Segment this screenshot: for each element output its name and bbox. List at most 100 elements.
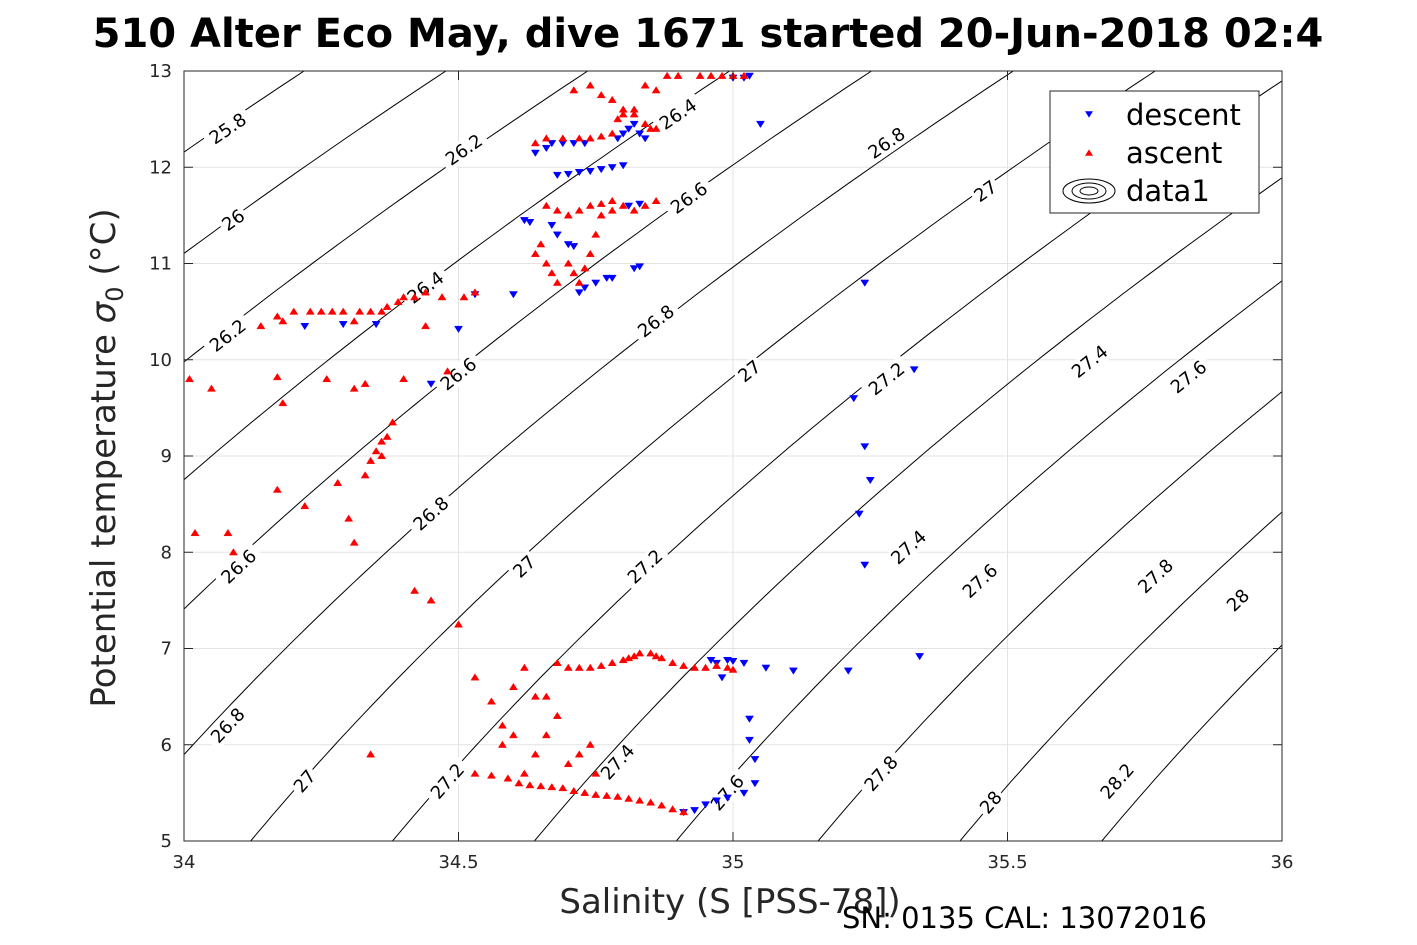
descent-point <box>591 279 601 287</box>
ascent-point <box>640 81 650 89</box>
density-contour-27.6 <box>675 280 1282 841</box>
ascent-point <box>360 471 370 479</box>
ascent-point <box>668 805 678 813</box>
descent-point <box>860 279 870 287</box>
ascent-point <box>541 731 551 739</box>
ascent-point <box>530 249 540 257</box>
y-tick-label: 6 <box>161 735 172 756</box>
ascent-point <box>536 240 546 248</box>
contour-label-bg <box>860 355 913 403</box>
density-contour-26 <box>184 71 447 255</box>
ascent-point <box>640 201 650 209</box>
ascent-point <box>613 792 623 800</box>
descent-point <box>728 657 738 666</box>
descent-point <box>607 164 617 172</box>
contour-label-bg <box>1162 353 1215 401</box>
contour-label-bg <box>883 523 934 572</box>
ascent-point <box>454 620 463 628</box>
ascent-point <box>360 379 370 387</box>
descent-point <box>508 291 518 299</box>
ascent-point <box>503 774 513 782</box>
ascent-point <box>355 307 365 315</box>
legend-descent-label: descent <box>1126 98 1241 132</box>
ascent-point <box>558 783 568 792</box>
y-axis-label-text: Potential temperature <box>84 323 124 707</box>
ascent-point <box>399 374 409 383</box>
ascent-point <box>569 269 579 277</box>
ascent-point <box>679 661 689 669</box>
descent-point <box>788 667 798 675</box>
x-axis-ticks: 34 34.5 35 35.5 36 <box>173 71 1293 873</box>
y-axis-label-subscript: 0 <box>101 286 129 301</box>
x-tick-label: 34 <box>173 852 196 873</box>
ascent-point <box>624 794 634 802</box>
y-tick-label: 12 <box>149 157 172 178</box>
ascent-point <box>640 119 650 127</box>
legend-contour-marker <box>1062 178 1116 204</box>
ascent-point <box>552 206 562 214</box>
descent-point <box>750 780 760 788</box>
y-axis-label-symbol: σ <box>84 300 124 323</box>
ascent-point <box>574 134 584 142</box>
ascent-point <box>563 663 573 671</box>
contour-label-bg <box>651 92 705 137</box>
y-axis-label: Potential temperature σ0 (°C) <box>84 208 129 707</box>
contour-label-bg <box>732 354 767 388</box>
ascent-point <box>563 211 573 219</box>
ascent-point <box>541 134 551 142</box>
descent-point <box>635 130 645 138</box>
density-contour-28 <box>959 511 1282 841</box>
ascent-point <box>459 293 469 301</box>
contour-label-bg <box>202 312 254 359</box>
descent-point <box>750 756 760 764</box>
ascent-point <box>569 86 579 94</box>
y-tick-label: 8 <box>161 542 172 563</box>
descent-point <box>569 140 579 148</box>
descent-point <box>690 807 700 815</box>
legend-data1-label: data1 <box>1126 174 1210 208</box>
ascent-point <box>410 586 420 594</box>
ascent-point <box>717 71 727 79</box>
descent-point <box>585 168 595 176</box>
ascent-point <box>607 658 617 666</box>
contour-label-bg <box>662 175 716 221</box>
legend-descent-marker <box>1085 111 1093 118</box>
descent-point <box>580 140 590 148</box>
density-contour-27 <box>250 71 1156 841</box>
footer-serial: SN: 0135 CAL: 13072016 <box>842 901 1207 935</box>
ascent-point <box>635 649 645 657</box>
contour-label-bg <box>437 127 491 173</box>
x-axis-label: Salinity (S [PSS-78]) <box>559 882 900 922</box>
ascent-point <box>322 374 332 383</box>
y-tick-label: 7 <box>161 639 172 660</box>
descent-point <box>712 797 721 805</box>
descent-point <box>563 170 573 179</box>
ascent-point <box>552 658 562 666</box>
ascent-point <box>206 384 216 392</box>
density-contour-26.8 <box>184 71 1014 756</box>
ascent-point <box>272 485 282 493</box>
ascent-point <box>618 201 628 209</box>
descent-point <box>580 284 590 292</box>
ascent-point <box>723 663 732 671</box>
ascent-point <box>333 478 343 486</box>
ascent-point <box>541 259 551 267</box>
ascent-point <box>646 798 656 806</box>
contour-label-bg <box>630 298 682 345</box>
ascent-point <box>437 293 447 301</box>
y-tick-label: 11 <box>149 254 172 275</box>
contour-label-bg <box>968 175 1003 208</box>
ascent-point <box>607 95 617 103</box>
ascent-point <box>739 71 749 79</box>
ascent-point <box>344 514 354 522</box>
contour-label-bg <box>857 748 906 799</box>
chart-title: 510 Alter Eco May, dive 1671 started 20-… <box>93 11 1324 57</box>
ascent-point <box>618 105 628 113</box>
contour-label-bg <box>703 767 752 819</box>
y-axis-ticks: 5 6 7 8 9 10 11 12 13 <box>149 61 1282 852</box>
descent-point <box>755 120 765 129</box>
descent-point <box>745 736 754 745</box>
ascent-point <box>410 293 420 301</box>
ascent-point <box>585 740 595 748</box>
